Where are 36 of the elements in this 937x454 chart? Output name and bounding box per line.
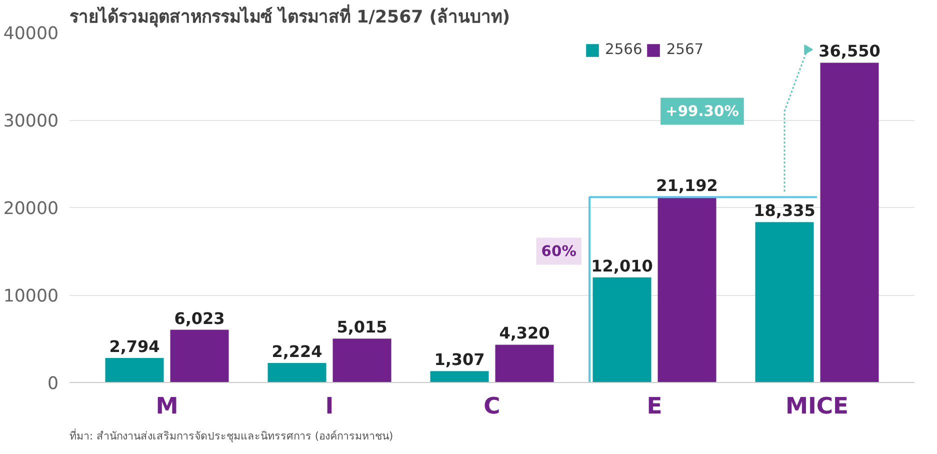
data-label: 1,307	[434, 350, 485, 370]
bar	[170, 330, 229, 382]
data-label: 5,015	[336, 318, 388, 337]
annotation: +99.30%	[666, 102, 740, 120]
data-label: 2,794	[109, 337, 160, 356]
bar	[268, 363, 326, 382]
data-label: 36,550	[818, 42, 880, 61]
bar	[105, 358, 164, 382]
bar	[755, 222, 814, 382]
legend-label: 2566	[605, 41, 642, 58]
bar	[430, 371, 489, 382]
legend-label: 2567	[666, 41, 704, 58]
data-label: 21,192	[656, 176, 718, 196]
y-tick-label: 10000	[3, 286, 58, 306]
x-tick-label: E	[646, 394, 662, 420]
x-tick-label: C	[484, 394, 500, 420]
data-label: 2,224	[272, 342, 322, 362]
x-tick-label: I	[325, 394, 334, 420]
bar	[592, 277, 652, 382]
data-label: 18,335	[754, 201, 816, 220]
annotation: 60%	[541, 242, 577, 260]
chart-title: รายได้รวมอุตสาหกรรมไมซ์ ไตรมาสที่ 1/2567 (ล้านบาท)	[70, 4, 510, 28]
text: ที่มา: สำนักงานส่งเสริมการจัดประชุมและนิทรรศการ (องค์การมหาชน)	[70, 428, 394, 442]
y-tick-label: 30000	[3, 112, 58, 132]
bar	[658, 197, 716, 382]
x-tick-label: MICE	[785, 394, 849, 420]
bar	[495, 344, 554, 382]
data-label: 12,010	[591, 256, 653, 276]
x-tick-label: M	[156, 394, 178, 420]
bar	[332, 338, 392, 382]
bar	[820, 62, 879, 382]
y-tick-label: 0	[47, 374, 59, 394]
y-tick-label: 40000	[3, 24, 58, 44]
data-label: 4,320	[499, 324, 550, 343]
data-label: 6,023	[174, 308, 225, 328]
y-tick-label: 20000	[3, 199, 58, 219]
